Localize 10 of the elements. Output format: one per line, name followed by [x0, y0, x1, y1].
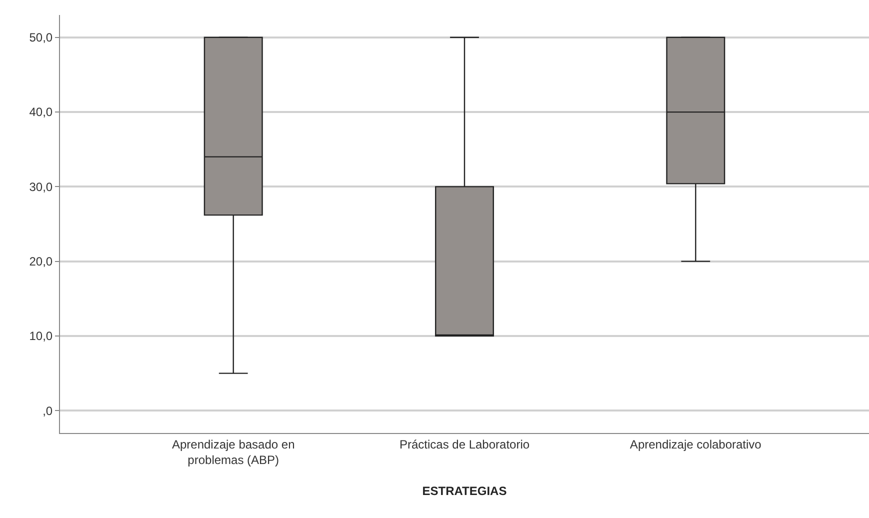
y-tick-label: 10,0 [29, 329, 53, 344]
x-tick-label: Aprendizaje basado en problemas (ABP) [172, 437, 295, 467]
y-tick-label: 20,0 [29, 254, 53, 269]
x-tick-label: Aprendizaje colaborativo [630, 437, 762, 452]
y-tick-label: 30,0 [29, 180, 53, 194]
x-tick-label: Prácticas de Laboratorio [399, 437, 530, 452]
y-tick-label: 50,0 [29, 30, 53, 45]
y-tick-label: ,0 [42, 404, 53, 418]
y-tick-label: 40,0 [29, 105, 53, 120]
x-axis-title: ESTRATEGIAS [422, 484, 507, 498]
